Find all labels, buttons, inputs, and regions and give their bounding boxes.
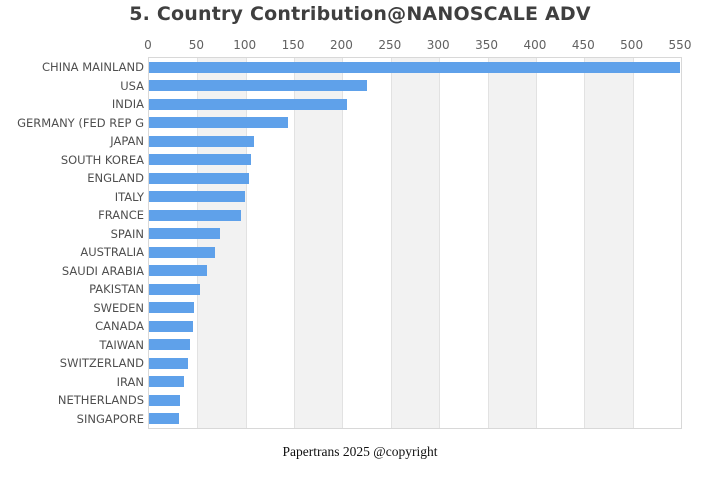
y-axis-label: GERMANY (FED REP G: [17, 115, 144, 130]
grid-band: [197, 58, 246, 428]
bar-india: [149, 98, 348, 110]
gridline: [487, 58, 489, 428]
x-tick-label: 350: [475, 38, 498, 52]
bar-australia: [149, 246, 215, 258]
y-axis-label: NETHERLANDS: [57, 393, 144, 407]
x-tick-label: 400: [523, 38, 547, 52]
y-axis-label: TAIWAN: [99, 337, 144, 352]
grid-band: [584, 58, 633, 428]
y-axis-label: PAKISTAN: [89, 282, 144, 296]
y-axis-label: USA: [120, 78, 144, 93]
bar-saudi-arabia: [149, 265, 208, 277]
bar-england: [149, 172, 249, 184]
bar-germany-fed-rep-g: [149, 117, 289, 129]
chart-caption: Papertrans 2025 @copyright: [282, 444, 438, 459]
x-tick-label: 100: [233, 38, 257, 52]
gridline: [584, 58, 586, 428]
bar-iran: [149, 376, 184, 388]
bar-south-korea: [149, 154, 251, 166]
y-axis-label: SAUDI ARABIA: [61, 263, 144, 278]
bar-japan: [149, 135, 255, 147]
x-tick-label: 500: [620, 38, 644, 52]
x-tick-label: 450: [571, 38, 595, 52]
x-tick-label: 300: [426, 38, 450, 52]
y-axis-label: FRANCE: [98, 208, 144, 222]
x-tick-label: 250: [378, 38, 402, 52]
x-tick-label: 0: [144, 38, 152, 52]
gridline: [294, 58, 296, 428]
gridline: [535, 58, 537, 428]
x-tick-label: 150: [281, 38, 305, 52]
y-axis-label: JAPAN: [110, 134, 144, 148]
y-axis-label: IRAN: [116, 374, 144, 389]
chart-title: 5. Country Contribution@NANOSCALE ADV: [129, 3, 591, 25]
gridline: [632, 58, 634, 428]
grid-band: [487, 58, 536, 428]
bar-italy: [149, 191, 245, 203]
x-tick-label: 200: [330, 38, 353, 52]
y-axis-label: CHINA MAINLAND: [42, 60, 144, 74]
grid-band: [390, 58, 440, 428]
y-axis-label: SINGAPORE: [76, 411, 144, 426]
y-axis: CHINA MAINLAND USA INDIA GERMANY (FED REP G…: [0, 58, 144, 428]
y-axis-label: ENGLAND: [87, 171, 144, 185]
y-axis-label: AUSTRALIA: [80, 245, 144, 259]
bar-sweden: [149, 302, 195, 314]
y-axis-label: SOUTH KOREA: [60, 152, 144, 167]
gridline: [245, 58, 247, 428]
y-axis-label: INDIA: [111, 97, 144, 111]
bar-spain: [149, 228, 220, 240]
gridline: [342, 58, 344, 428]
x-tick-label: 50: [188, 38, 204, 52]
bar-pakistan: [149, 283, 201, 295]
gridline: [390, 58, 392, 428]
x-tick-label: 550: [668, 38, 692, 52]
gridline: [439, 58, 441, 428]
gridline: [197, 58, 199, 428]
x-axis: 0 50 100 150 200 250 300 350 400 450 500 550: [144, 38, 691, 53]
bar-canada: [149, 320, 194, 332]
bar-france: [149, 209, 241, 221]
y-axis-label: SWITZERLAND: [59, 356, 144, 370]
y-axis-label: CANADA: [95, 319, 144, 333]
plot-area: [148, 57, 682, 429]
bar-taiwan: [149, 339, 190, 351]
grid-band: [294, 58, 343, 428]
bar-usa: [149, 80, 367, 92]
bar-singapore: [149, 413, 179, 425]
y-axis-label: SWEDEN: [93, 300, 144, 315]
bar-china-mainland: [149, 61, 681, 73]
bar-netherlands: [149, 394, 180, 406]
bar-switzerland: [149, 357, 188, 369]
y-axis-label: ITALY: [114, 189, 144, 204]
y-axis-label: SPAIN: [110, 226, 144, 241]
